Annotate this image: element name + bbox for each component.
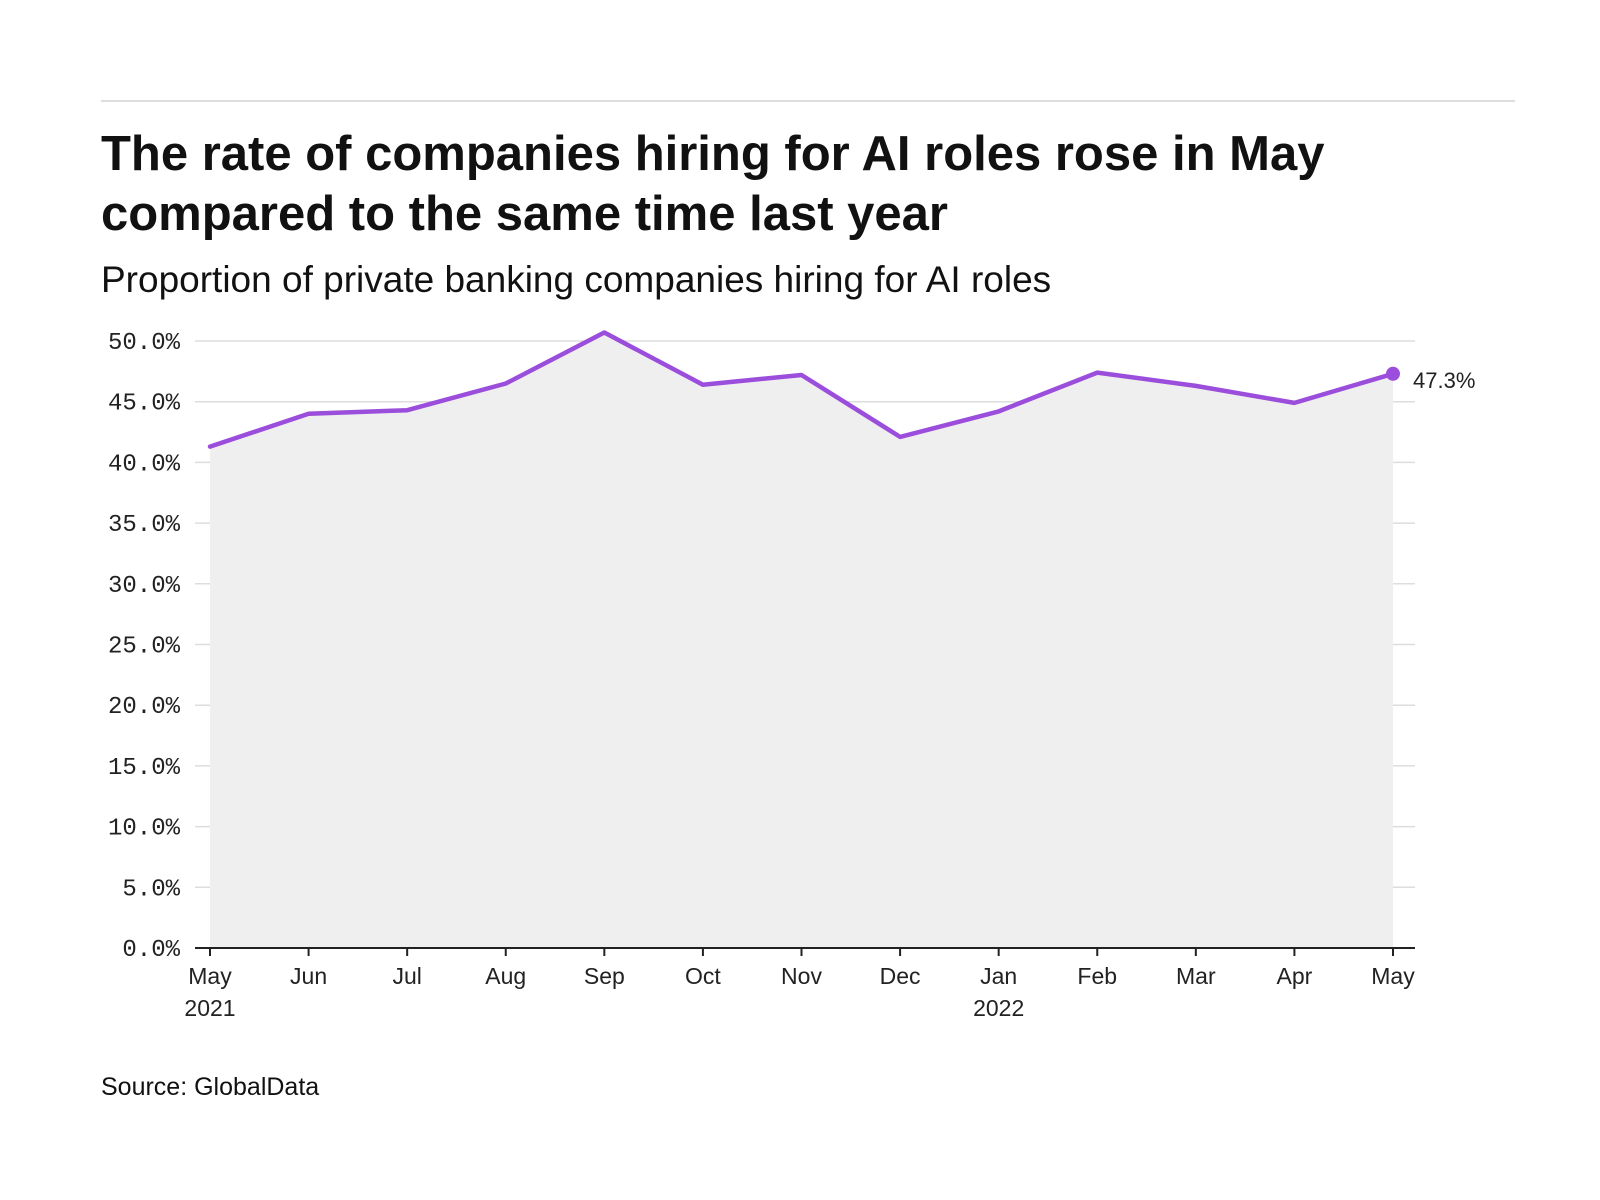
y-tick-label: 20.0% — [108, 694, 181, 721]
x-tick-label: Jun — [290, 963, 327, 989]
x-tick-label: Nov — [781, 963, 822, 989]
top-divider — [101, 100, 1515, 102]
series-line — [207, 330, 1396, 449]
x-axis-ticks: May 2021 Jun Jul Aug Sep Oct Nov Dec Jan 2022 Feb Ma… — [184, 948, 1415, 1021]
x-tick-label: May 2021 — [184, 963, 235, 1021]
y-tick-label: 40.0% — [108, 451, 181, 478]
x-tick-label: Apr — [1277, 963, 1313, 989]
end-value-label: 47.3% — [1413, 368, 1475, 393]
series-area — [210, 332, 1393, 948]
x-tick-label: Jan 2022 — [973, 963, 1024, 1021]
x-tick-label: Aug — [485, 963, 526, 989]
source-note: Source: GlobalData — [101, 1073, 320, 1101]
y-tick-label: 10.0% — [108, 816, 181, 843]
chart-subtitle: Proportion of private banking companies … — [101, 259, 1052, 300]
line-chart: 0.0% 5.0% 10.0% 15.0% 20.0% 25.0% 30.0% 35.0% 40… — [108, 330, 1475, 1021]
x-tick-label: May — [1371, 963, 1415, 989]
x-tick-label: Oct — [685, 963, 721, 989]
y-tick-label: 25.0% — [108, 634, 181, 661]
y-tick-label: 35.0% — [108, 512, 181, 539]
series-end-marker — [1386, 366, 1400, 381]
series-points — [1386, 366, 1400, 381]
x-tick-label: Feb — [1077, 963, 1117, 989]
x-tick-label: Mar — [1176, 963, 1216, 989]
y-tick-label: 15.0% — [108, 755, 181, 782]
y-tick-label: 0.0% — [122, 937, 180, 964]
x-tick-label: Dec — [880, 963, 921, 989]
y-tick-label: 45.0% — [108, 391, 181, 418]
y-axis-ticks: 0.0% 5.0% 10.0% 15.0% 20.0% 25.0% 30.0% 35.0% 40… — [108, 330, 181, 964]
x-tick-label: Jul — [392, 963, 421, 989]
y-tick-label: 30.0% — [108, 573, 181, 600]
y-tick-label: 5.0% — [122, 876, 180, 903]
y-tick-label: 50.0% — [108, 330, 181, 357]
chart-title: The rate of companies hiring for AI role… — [101, 127, 1325, 241]
x-tick-label: Sep — [584, 963, 625, 989]
